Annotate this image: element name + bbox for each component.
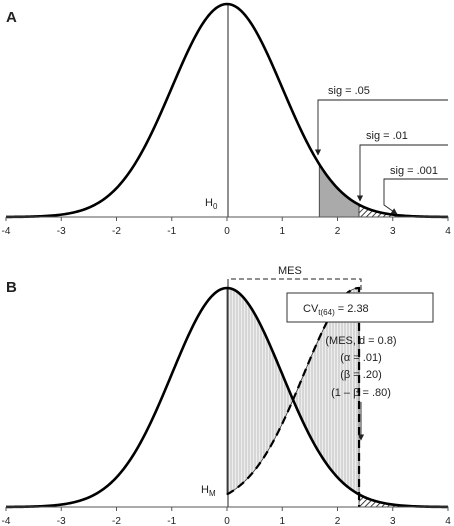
x-tick-label: -2 bbox=[112, 516, 121, 526]
panel-a-hypothesis-label: H0 bbox=[205, 197, 218, 211]
panel-a: A -4 -3 -2 -1 0 1 2 3 4 H0 sig = .05 sig = .01 s… bbox=[2, 2, 451, 237]
x-tick-label: 1 bbox=[279, 516, 285, 526]
x-tick-label: -4 bbox=[2, 516, 11, 526]
panel-b-hypothesis-label: HM bbox=[201, 484, 216, 498]
x-tick-label: -1 bbox=[167, 516, 176, 526]
x-tick-label: -3 bbox=[57, 516, 66, 526]
sig05-label: sig = .05 bbox=[328, 85, 370, 97]
sig001-label: sig = .001 bbox=[390, 165, 438, 177]
x-tick-label: 0 bbox=[224, 226, 230, 237]
panel-a-label: A bbox=[6, 9, 17, 26]
x-tick-label: 2 bbox=[335, 226, 341, 237]
x-tick-label: -1 bbox=[167, 226, 176, 237]
x-tick-label: 4 bbox=[445, 516, 451, 526]
note-beta: (β = .20) bbox=[340, 369, 381, 381]
mes-bracket bbox=[227, 278, 362, 293]
x-tick-label: 0 bbox=[224, 516, 230, 526]
note-alpha: (α = .01) bbox=[340, 352, 382, 364]
x-tick-label: -2 bbox=[112, 226, 121, 237]
panel-a-annotation-sig05: sig = .05 bbox=[314, 85, 448, 156]
panel-b-label: B bbox=[6, 279, 17, 296]
x-tick-label: 4 bbox=[445, 226, 451, 237]
cv-box-text: CVt(64) = 2.38 bbox=[303, 303, 369, 317]
panel-b-null-curve bbox=[5, 286, 449, 509]
panel-a-annotation-sig01: sig = .01 bbox=[356, 130, 448, 202]
panel-b-x-ticks: -4 -3 -2 -1 0 1 2 3 4 bbox=[2, 507, 451, 526]
x-tick-label: -4 bbox=[2, 226, 11, 237]
x-tick-label: 2 bbox=[335, 516, 341, 526]
panel-a-annotation-sig001: sig = .001 bbox=[383, 165, 448, 215]
note-mes-d: (MES, d = 0.8) bbox=[325, 335, 396, 347]
note-power: (1 – β = .80) bbox=[331, 387, 391, 399]
x-tick-label: 3 bbox=[390, 516, 396, 526]
panel-a-x-ticks: -4 -3 -2 -1 0 1 2 3 4 bbox=[2, 217, 451, 237]
panel-a-null-curve bbox=[5, 2, 449, 219]
x-tick-label: 1 bbox=[279, 226, 285, 237]
x-tick-label: 3 bbox=[390, 226, 396, 237]
panel-b: B -4 -3 -2 -1 0 1 2 3 4 HM MES CVt(64) = 2.38 (M… bbox=[2, 265, 452, 526]
sig01-label: sig = .01 bbox=[366, 130, 408, 142]
x-tick-label: -3 bbox=[57, 226, 66, 237]
cv-box bbox=[286, 292, 434, 323]
mes-label: MES bbox=[278, 265, 302, 277]
